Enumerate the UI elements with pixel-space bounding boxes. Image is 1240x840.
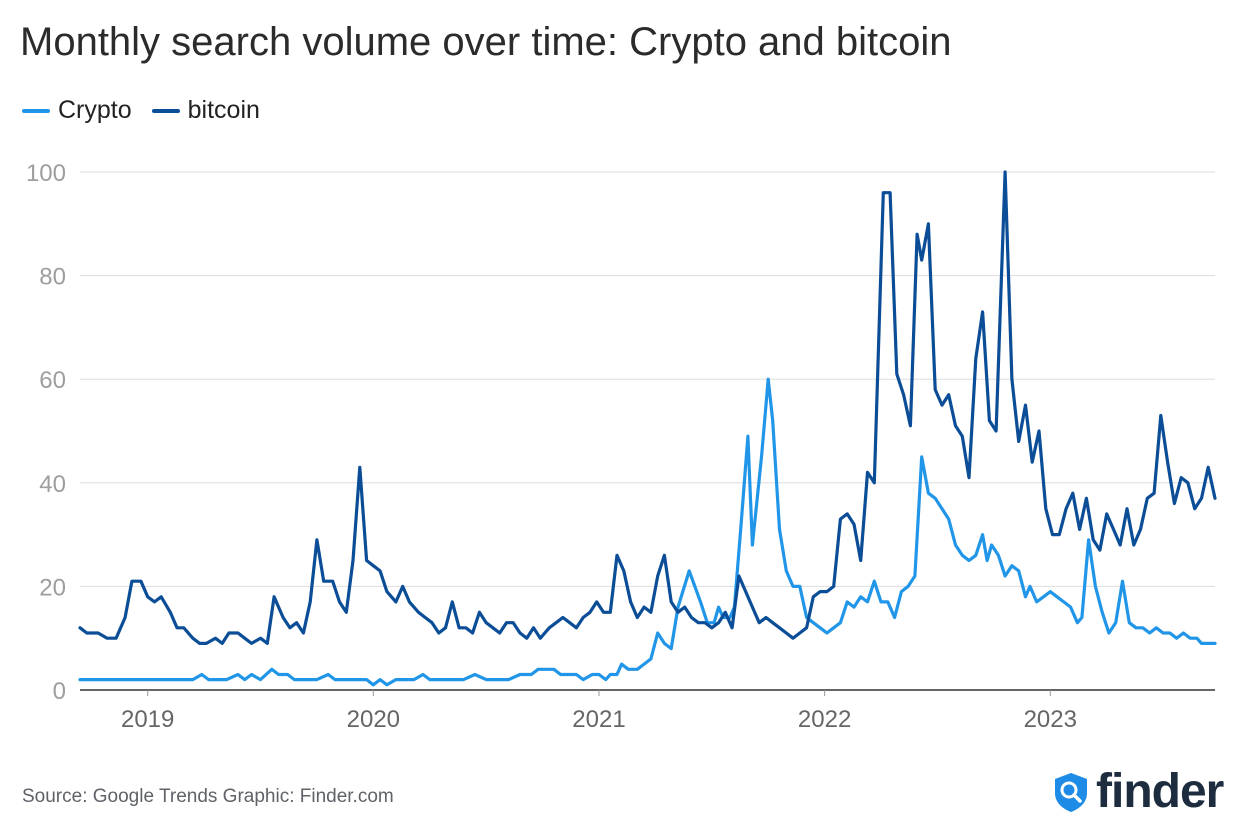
source-note: Source: Google Trends Graphic: Finder.co… — [22, 786, 394, 807]
legend-item-bitcoin: bitcoin — [151, 96, 260, 125]
series-line-bitcoin — [78, 170, 1217, 645]
legend: Crypto bitcoin — [22, 96, 260, 125]
chart-title: Monthly search volume over time: Crypto … — [20, 20, 952, 64]
finder-logo-word: finder — [1096, 765, 1224, 818]
y-tick-label-60: 60 — [39, 367, 66, 394]
y-tick-label-40: 40 — [39, 471, 66, 498]
finder-logo-icon — [1055, 773, 1087, 812]
series-line-crypto — [78, 377, 1217, 687]
legend-label-bitcoin: bitcoin — [187, 96, 260, 124]
x-tick-label-2021: 2021 — [572, 706, 625, 733]
x-tick-label-2020: 2020 — [347, 706, 400, 733]
legend-item-crypto: Crypto — [22, 96, 132, 125]
x-tick-label-2019: 2019 — [121, 706, 174, 733]
x-tick-label-2023: 2023 — [1024, 706, 1077, 733]
x-tick-label-2022: 2022 — [798, 706, 851, 733]
y-tick-label-100: 100 — [26, 160, 66, 187]
y-tick-label-0: 0 — [53, 678, 66, 705]
y-tick-label-20: 20 — [39, 574, 66, 601]
legend-label-crypto: Crypto — [58, 96, 132, 124]
finder-logo: finder — [1052, 765, 1224, 818]
legend-swatch-bitcoin — [151, 108, 180, 113]
legend-swatch-crypto — [22, 108, 50, 113]
y-tick-label-80: 80 — [39, 264, 66, 291]
